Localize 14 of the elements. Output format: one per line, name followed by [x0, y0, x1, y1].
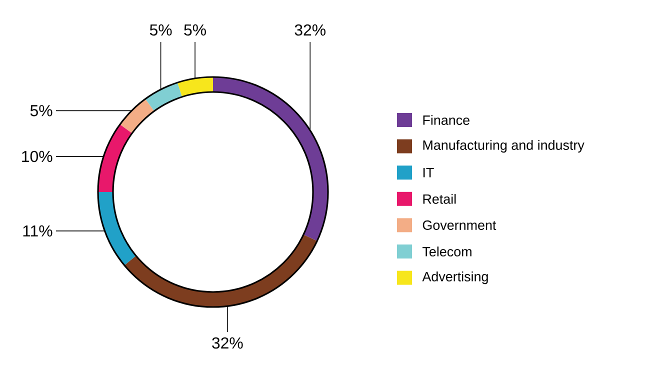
data-label: 5% — [150, 24, 172, 36]
legend-label: Government — [422, 220, 496, 230]
data-label: 32% — [212, 337, 243, 349]
legend-label: Manufacturing and industry — [423, 140, 584, 153]
legend-label: IT — [423, 168, 434, 178]
legend-label: Retail — [423, 194, 456, 204]
data-label: 10% — [22, 150, 52, 162]
data-label: 5% — [30, 105, 52, 116]
legend-label: Telecom — [422, 246, 472, 256]
data-label: 32% — [294, 24, 326, 36]
legend-label: Advertising — [422, 272, 488, 284]
data-label: 11% — [23, 225, 52, 237]
data-label: 5% — [184, 24, 206, 36]
legend-label: Finance — [423, 115, 470, 125]
